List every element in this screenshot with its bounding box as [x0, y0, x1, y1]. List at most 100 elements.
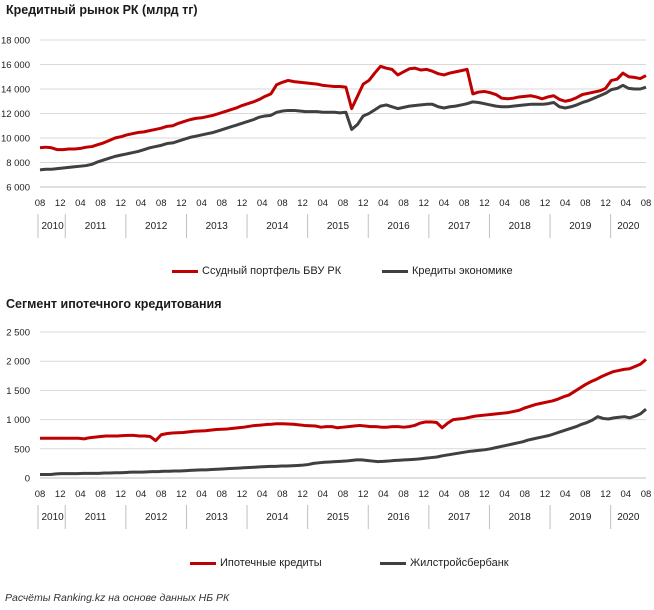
y-tick-label: 10 000 — [1, 134, 30, 145]
x-tick-label: 08 — [580, 198, 591, 209]
x-tick-label: 12 — [237, 198, 248, 209]
y-tick-label: 500 — [14, 444, 30, 455]
year-label: 2015 — [327, 221, 350, 232]
x-tick-label: 04 — [136, 489, 147, 500]
x-tick-label: 08 — [398, 198, 409, 209]
x-tick-label: 08 — [156, 489, 167, 500]
year-label: 2015 — [327, 512, 350, 523]
year-label: 2020 — [617, 512, 640, 523]
x-tick-label: 12 — [176, 198, 187, 209]
x-tick-label: 04 — [621, 489, 632, 500]
year-label: 2011 — [85, 221, 107, 232]
x-tick-label: 04 — [378, 489, 389, 500]
x-tick-label: 08 — [95, 198, 106, 209]
x-tick-label: 08 — [459, 198, 470, 209]
x-tick-label: 04 — [439, 489, 450, 500]
y-tick-label: 12 000 — [1, 109, 30, 120]
x-tick-label: 12 — [237, 489, 248, 500]
x-tick-label: 12 — [297, 198, 308, 209]
y-tick-label: 2 000 — [6, 357, 30, 368]
y-tick-label: 2 500 — [6, 328, 30, 339]
legend-label: Жилстройсбербанк — [410, 557, 509, 569]
x-tick-label: 08 — [156, 198, 167, 209]
x-tick-label: 08 — [459, 489, 470, 500]
x-tick-label: 04 — [560, 198, 571, 209]
y-tick-label: 1 000 — [6, 415, 30, 426]
series-line-red — [40, 358, 647, 443]
year-label: 2011 — [85, 512, 107, 523]
x-tick-label: 04 — [75, 489, 86, 500]
x-tick-label: 08 — [277, 489, 288, 500]
x-tick-label: 04 — [499, 198, 510, 209]
year-label: 2016 — [387, 512, 410, 523]
legend-item: Жилстройсбербанк — [380, 557, 509, 569]
chart-title-credit-market: Кредитный рынок РК (млрд тг) — [6, 3, 198, 17]
x-tick-label: 04 — [75, 198, 86, 209]
year-label: 2012 — [145, 512, 168, 523]
legend-swatch — [382, 269, 408, 273]
x-tick-label: 04 — [621, 198, 632, 209]
y-tick-label: 16 000 — [1, 60, 30, 71]
x-tick-label: 12 — [297, 489, 308, 500]
y-tick-label: 0 — [25, 474, 30, 485]
x-tick-label: 08 — [398, 489, 409, 500]
x-tick-label: 08 — [95, 489, 106, 500]
year-label: 2013 — [206, 221, 229, 232]
x-tick-label: 04 — [196, 489, 207, 500]
credit-market-chart: 6 000 8 000 10 000 12 000 14 000 16 000 18 000… — [1, 36, 651, 238]
x-tick-label: 12 — [358, 489, 369, 500]
x-tick-label: 04 — [136, 198, 147, 209]
year-label: 2017 — [448, 221, 471, 232]
x-tick-label: 08 — [338, 489, 349, 500]
x-tick-label: 12 — [358, 198, 369, 209]
x-tick-label: 08 — [217, 489, 228, 500]
year-label: 2020 — [617, 221, 640, 232]
x-tick-label: 04 — [257, 198, 268, 209]
x-tick-label: 12 — [419, 489, 430, 500]
y-tick-label: 8 000 — [6, 158, 30, 169]
legend-label: Ипотечные кредиты — [220, 557, 322, 569]
year-label: 2012 — [145, 221, 168, 232]
x-tick-label: 08 — [35, 489, 46, 500]
year-label: 2016 — [387, 221, 410, 232]
legend-item: Ипотечные кредиты — [190, 557, 322, 569]
legend-swatch — [172, 269, 198, 273]
x-tick-label: 12 — [116, 198, 127, 209]
legend-swatch — [380, 561, 406, 565]
x-tick-label: 04 — [257, 489, 268, 500]
y-tick-label: 14 000 — [1, 85, 30, 96]
series-line-red — [39, 64, 647, 152]
year-label: 2013 — [206, 512, 229, 523]
x-tick-label: 12 — [479, 198, 490, 209]
year-label: 2019 — [569, 512, 592, 523]
x-tick-label: 04 — [318, 489, 329, 500]
year-label: 2018 — [509, 512, 532, 523]
x-tick-label: 12 — [600, 489, 611, 500]
series-line-gray — [40, 407, 647, 476]
x-tick-label: 08 — [520, 198, 531, 209]
x-tick-label: 04 — [499, 489, 510, 500]
year-label: 2010 — [42, 221, 65, 232]
x-tick-label: 04 — [318, 198, 329, 209]
legend-item: Ссудный портфель БВУ РК — [172, 265, 341, 277]
x-tick-label: 12 — [419, 198, 430, 209]
y-tick-label: 6 000 — [6, 183, 30, 194]
x-tick-label: 04 — [378, 198, 389, 209]
mortgage-segment-chart: 0 500 1 000 1 500 2 000 2 500 08 12 04 08 12 04 08 12… — [6, 328, 651, 529]
x-tick-label: 12 — [540, 489, 551, 500]
year-label: 2019 — [569, 221, 592, 232]
year-label: 2017 — [448, 512, 471, 523]
year-label: 2010 — [42, 512, 65, 523]
y-tick-label: 1 500 — [6, 386, 30, 397]
x-tick-label: 04 — [439, 198, 450, 209]
x-tick-label: 12 — [55, 489, 66, 500]
x-tick-label: 08 — [520, 489, 531, 500]
x-tick-label: 12 — [600, 198, 611, 209]
year-label: 2014 — [266, 221, 289, 232]
series-line-gray — [39, 83, 647, 172]
chart-title-mortgage-segment: Сегмент ипотечного кредитования — [6, 297, 222, 311]
x-tick-label: 12 — [176, 489, 187, 500]
x-tick-label: 08 — [277, 198, 288, 209]
year-label: 2014 — [266, 512, 289, 523]
legend-item: Кредиты экономике — [382, 265, 513, 277]
